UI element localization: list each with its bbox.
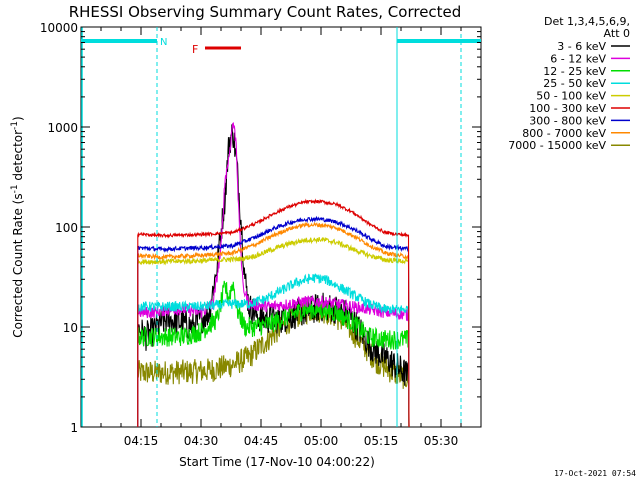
legend-label-2: 12 - 25 keV <box>543 65 606 78</box>
y-axis-label-main: Corrected Count Rate (s <box>11 193 25 337</box>
series-line-800-7000keV <box>137 221 410 428</box>
legend-label-8: 7000 - 15000 keV <box>508 139 606 152</box>
legend-label-7: 800 - 7000 keV <box>522 127 606 140</box>
flare-label: F <box>192 43 198 56</box>
y-axis-label-mid: detector <box>11 130 25 185</box>
series-line-300-800keV <box>137 215 410 428</box>
y-tick-label-2: 100 <box>55 221 78 235</box>
legend-label-0: 3 - 6 keV <box>557 40 606 53</box>
y-tick-label-4: 10000 <box>40 21 78 35</box>
series-line-25-50keV <box>137 273 410 428</box>
y-axis-label: Corrected Count Rate (s-1 detector-1) <box>10 116 25 337</box>
y-axis-label-exp2: -1 <box>10 121 20 130</box>
y-tick-label-1: 10 <box>63 321 78 335</box>
tick-layer: 04:15 04:30 04:45 05:00 05:15 05:30 1 10 100 1000… <box>40 21 482 448</box>
x-tick-label-5: 05:30 <box>424 434 459 448</box>
series-line-100-300keV <box>137 198 410 428</box>
legend-label-1: 6 - 12 keV <box>550 52 606 65</box>
legend-label-4: 50 - 100 keV <box>536 90 606 103</box>
annotation-layer: N F <box>81 27 481 427</box>
x-tick-label-2: 04:45 <box>244 434 279 448</box>
legend-header-attenuator: Att 0 <box>604 27 630 40</box>
legend-header-detectors: Det 1,3,4,5,6,9, <box>544 15 630 28</box>
plot-area: N F 04:15 04:30 04:45 05:00 05:15 05:30 1 10 100… <box>40 21 482 448</box>
x-tick-label-0: 04:15 <box>124 434 159 448</box>
night-label: N <box>160 37 167 48</box>
legend-label-5: 100 - 300 keV <box>529 102 606 115</box>
y-tick-label-0: 1 <box>70 421 78 435</box>
x-axis-label: Start Time (17-Nov-10 04:00:22) <box>179 455 375 469</box>
y-axis-label-exp1: -1 <box>10 184 20 193</box>
series-layer <box>137 122 410 428</box>
series-line-50-100keV <box>137 236 410 428</box>
x-tick-label-1: 04:30 <box>184 434 219 448</box>
y-axis-label-end: ) <box>11 116 25 121</box>
x-tick-label-4: 05:15 <box>364 434 399 448</box>
legend-label-3: 25 - 50 keV <box>543 77 606 90</box>
legend-label-6: 300 - 800 keV <box>529 114 606 127</box>
chart-title: RHESSI Observing Summary Count Rates, Co… <box>69 3 462 21</box>
plot-timestamp: 17-Oct-2021 07:54 <box>554 469 636 478</box>
y-tick-label-3: 1000 <box>47 121 78 135</box>
series-line-12-25keV <box>137 280 410 428</box>
x-tick-label-3: 05:00 <box>304 434 339 448</box>
